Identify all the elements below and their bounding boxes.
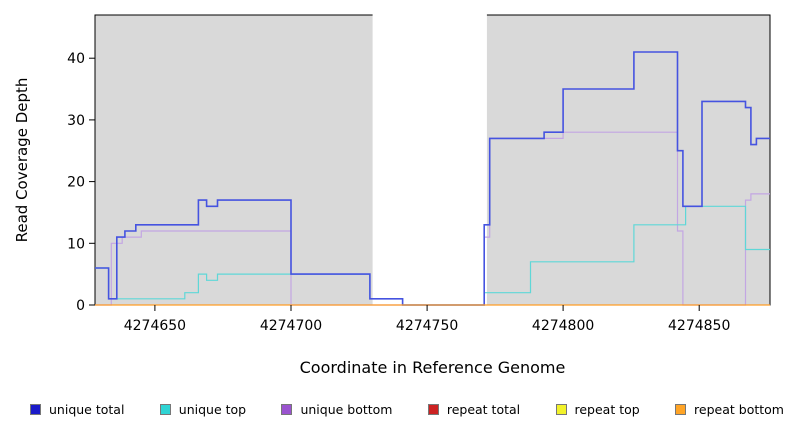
legend-item: repeat bottom: [675, 402, 784, 417]
legend-swatch-icon: [555, 404, 567, 415]
y-tick-label: 0: [76, 298, 85, 314]
legend-swatch-icon: [30, 404, 41, 415]
legend-label: unique bottom: [300, 402, 393, 417]
legend-label: repeat total: [446, 402, 521, 417]
uncovered-region: [372, 13, 487, 305]
x-tick-label: 4274750: [396, 318, 458, 334]
x-axis-label: Coordinate in Reference Genome: [299, 358, 566, 377]
series-line-unique-total: [95, 51, 770, 306]
chart-legend: unique total unique top unique bottom repea…: [30, 402, 784, 417]
legend-swatch-icon: [281, 404, 293, 415]
x-tick-label: 4274850: [668, 318, 730, 334]
y-tick-label: 30: [67, 113, 85, 129]
y-tick-label: 20: [67, 175, 85, 191]
x-tick-label: 4274650: [124, 318, 186, 334]
coverage-chart: 4274650 4274700 4274750 4274800 4274850 0 10 20…: [13, 13, 771, 334]
legend-swatch-icon: [427, 404, 439, 415]
legend-swatch-icon: [159, 404, 171, 415]
x-tick-label: 4274800: [532, 318, 594, 334]
legend-item: repeat top: [555, 402, 640, 417]
legend-item: unique total: [30, 402, 124, 417]
y-tick-label: 40: [67, 51, 85, 67]
legend-swatch-icon: [675, 404, 687, 415]
legend-item: unique top: [159, 402, 247, 417]
legend-label: repeat bottom: [694, 402, 784, 417]
legend-label: repeat top: [574, 402, 640, 417]
y-tick-label: 10: [67, 236, 85, 252]
y-axis-label: Read Coverage Depth: [13, 78, 31, 243]
legend-item: repeat total: [427, 402, 521, 417]
legend-item: unique bottom: [281, 402, 393, 417]
x-tick-label: 4274700: [260, 318, 322, 334]
legend-label: unique top: [178, 402, 247, 417]
legend-label: unique total: [49, 402, 125, 417]
